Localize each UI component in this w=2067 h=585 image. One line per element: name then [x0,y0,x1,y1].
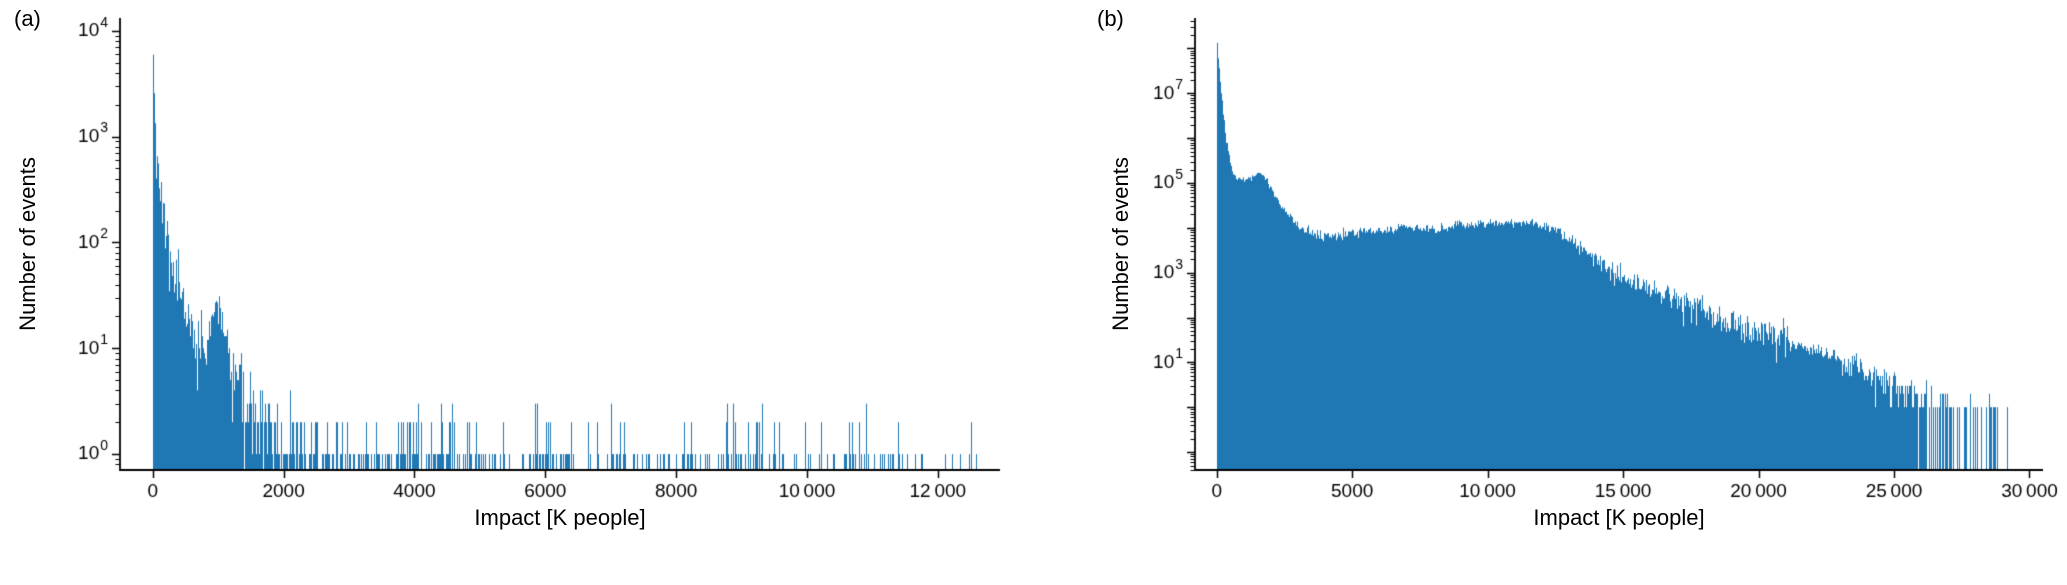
panel-label-a: (a) [14,6,41,31]
y-axis-label-a: Number of events [15,157,40,331]
histogram-canvas-a [0,0,1033,585]
x-axis-label-b: Impact [K people] [1533,505,1705,530]
panel-a: (a) Number of events Impact [K people] [0,0,1033,585]
y-axis-label-b: Number of events [1108,157,1133,331]
panel-label-b: (b) [1097,6,1124,31]
panel-b: (b) Number of events Impact [K people] [1033,0,2067,585]
x-axis-label-a: Impact [K people] [474,505,646,530]
histogram-canvas-b [1033,0,2067,585]
